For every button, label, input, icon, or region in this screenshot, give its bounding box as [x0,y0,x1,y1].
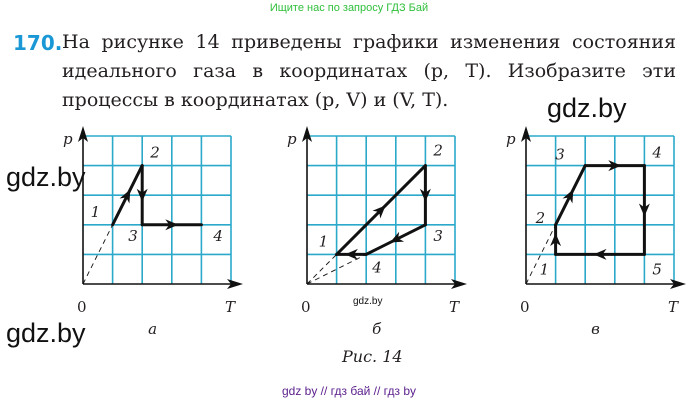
state-label: 4 [212,227,223,245]
direction-arrow-icon [136,188,148,202]
watermark: gdz.by [6,162,86,192]
t-axis-label: T [225,298,236,316]
diagram-sublabel: в [591,320,600,338]
p-axis-label: p [63,130,73,148]
origin-label: 0 [77,298,87,316]
state-label: 3 [128,227,138,245]
problem-number: 170. [13,31,63,55]
state-label: 1 [319,232,329,250]
state-label: 5 [652,260,662,278]
direction-arrow-icon [593,248,607,260]
direction-arrow-icon [419,188,431,202]
direction-arrow-icon [119,189,131,204]
p-axis-label: p [506,130,516,148]
site-banner: Ищите нас по запросу ГДЗ Бай [269,2,429,14]
p-axis-label: p [287,130,297,148]
state-label: 3 [433,227,443,245]
state-label: 4 [651,144,662,162]
direction-arrow-icon [344,248,358,260]
direction-arrow-icon [165,219,179,231]
t-axis-label: T [668,298,679,316]
state-label: 1 [91,203,101,221]
state-label: 4 [371,258,382,276]
diagram-в: p T 0 в 1 2 3 4 5 [506,126,686,338]
state-label: 2 [432,142,443,160]
origin-label: 0 [301,298,311,316]
t-axis-arrow-icon [670,279,686,289]
p-axis-arrow-icon [78,126,88,142]
footer-links: gdz by // гдз бай // гдз by [281,384,417,398]
t-axis-label: T [449,298,460,316]
watermark: gdz.by [547,93,627,123]
problem-text-line: процессы в координатах (p, V) и (V, T). [62,89,449,111]
dashed-isochore-line [306,253,367,285]
problem-text-line: идеального газа в координатах (p, T). Из… [62,60,676,82]
state-label: 1 [540,260,550,278]
direction-arrow-icon [638,203,650,217]
diagram-а: p T 0 а 1 2 3 4 [63,126,243,338]
p-axis-arrow-icon [302,126,312,142]
watermark: gdz.by [6,318,86,348]
t-axis-arrow-icon [451,279,467,289]
diagram-б: p T 0 б 1 2 3 4 [287,126,467,338]
watermark: gdz.by [353,296,383,307]
direction-arrow-icon [608,160,622,172]
state-label: 2 [535,209,546,227]
state-label: 3 [555,146,565,164]
dashed-isochore-line [525,224,557,285]
direction-arrow-icon [389,231,405,243]
diagram-sublabel: б [372,320,382,338]
dashed-isochore-line [82,224,114,285]
p-axis-arrow-icon [521,126,531,142]
direction-arrow-icon [562,189,574,204]
origin-label: 0 [520,298,530,316]
t-axis-arrow-icon [227,279,243,289]
state-label: 2 [149,144,160,162]
direction-arrow-icon [372,205,386,219]
dashed-isochore-line [306,254,337,285]
direction-arrow-icon [550,233,562,247]
diagram-sublabel: а [148,320,157,338]
figure-caption: Рис. 14 [342,347,403,366]
problem-text-line: На рисунке 14 приведены графики изменени… [62,31,676,53]
